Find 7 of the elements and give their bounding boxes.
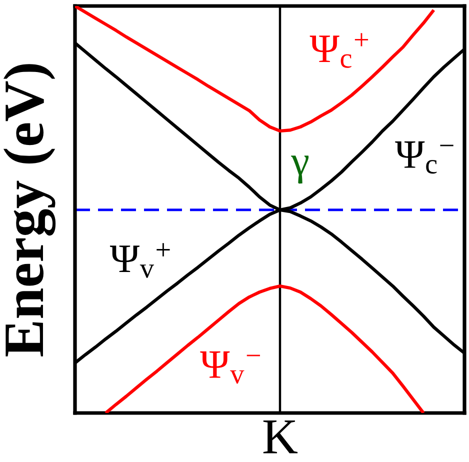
series-label: Ψ$_{c}$$^{+}$ [310, 33, 368, 68]
series-label: Ψ$_{v}$$^{+}$ [110, 243, 170, 278]
series-label: Ψ$_{c}$$^{−}$ [395, 141, 454, 174]
annotation: γ [291, 156, 309, 184]
series-label: Ψ$_{v}$$^{−}$ [200, 351, 260, 384]
y-axis-title: Energy (eV) [3, 64, 56, 356]
text: K [263, 420, 298, 454]
